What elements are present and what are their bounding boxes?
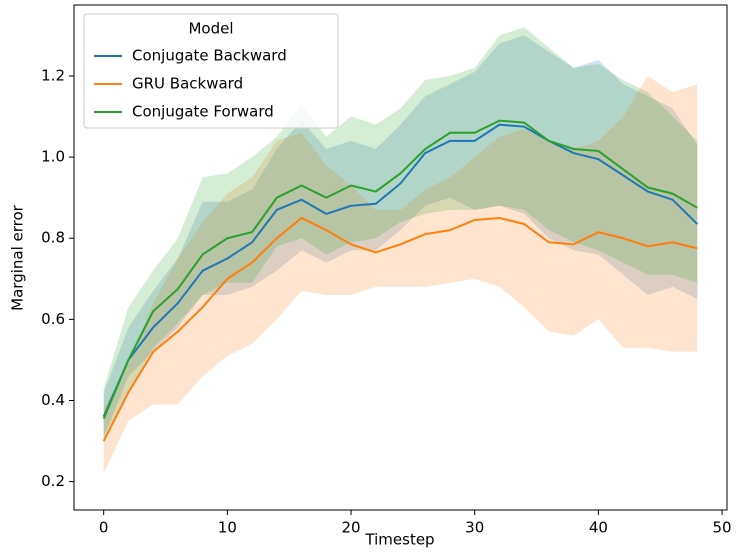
confidence-band bbox=[103, 35, 698, 437]
y-axis-label: Marginal error bbox=[9, 204, 27, 311]
y-tick-label: 1.2 bbox=[41, 66, 65, 84]
x-tick-label: 20 bbox=[341, 519, 360, 537]
x-tick-label: 50 bbox=[713, 519, 732, 537]
x-tick-label: 40 bbox=[589, 519, 608, 537]
x-tick-label: 10 bbox=[218, 519, 237, 537]
legend-box bbox=[83, 13, 339, 129]
y-tick-label: 0.6 bbox=[41, 310, 65, 328]
series-line bbox=[102, 216, 698, 442]
series-line bbox=[102, 119, 698, 420]
confidence-band bbox=[103, 75, 698, 474]
x-tick-label: 0 bbox=[99, 519, 109, 537]
y-tick-label: 0.2 bbox=[41, 472, 65, 490]
plot-frame bbox=[73, 4, 728, 511]
legend-label: GRU Backward bbox=[132, 75, 243, 93]
legend: Model Conjugate Backward GRU Backward Conju… bbox=[83, 13, 339, 129]
legend-label: Conjugate Backward bbox=[132, 47, 287, 65]
x-axis-label: Timestep bbox=[364, 531, 434, 549]
y-tick-label: 0.8 bbox=[41, 229, 65, 247]
y-tick-label: 0.4 bbox=[41, 391, 65, 409]
x-tick-label: 30 bbox=[465, 519, 484, 537]
legend-label: Conjugate Forward bbox=[132, 103, 274, 121]
series-line bbox=[102, 123, 699, 418]
y-tick-label: 1.0 bbox=[41, 148, 65, 166]
confidence-band bbox=[103, 27, 698, 442]
legend-title: Model bbox=[188, 20, 233, 38]
